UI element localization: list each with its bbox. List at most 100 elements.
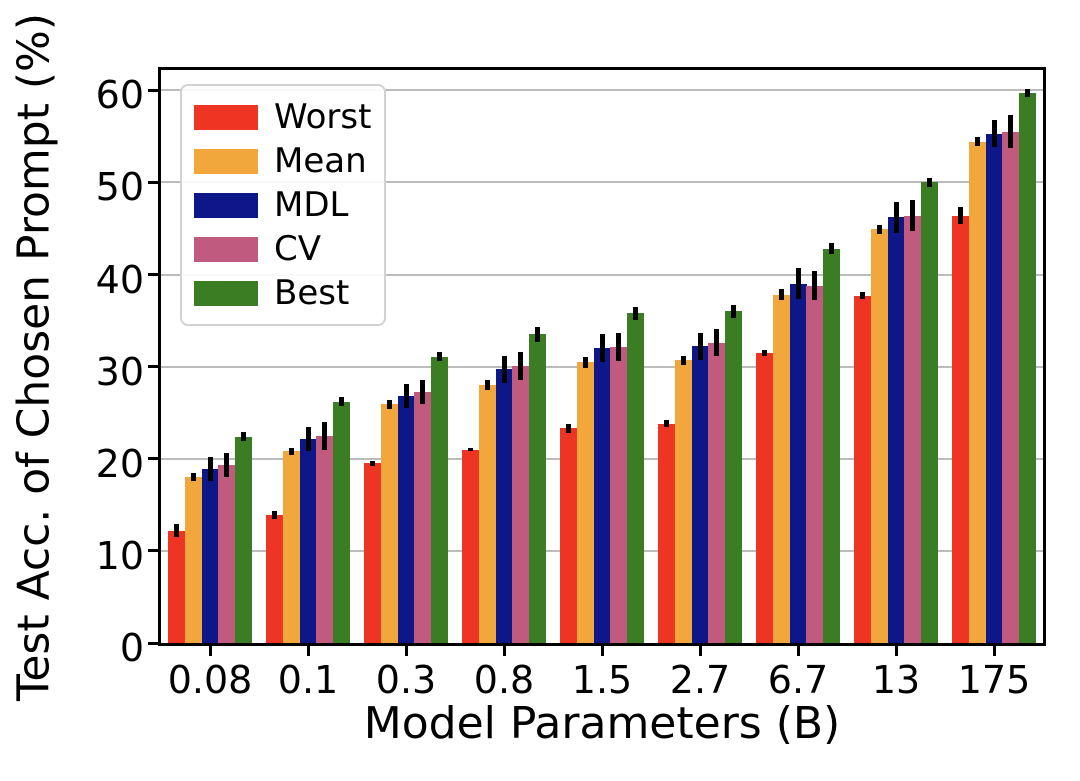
bar-worst-2.7: [658, 423, 676, 643]
error-bar: [338, 397, 344, 407]
legend-item-cv: CV: [194, 232, 384, 266]
error-bar: [370, 460, 376, 467]
x-tick-mark: [992, 646, 996, 656]
x-tick-label: 0.08: [167, 658, 253, 702]
error-bar: [386, 399, 392, 409]
bar-best-0.08: [234, 436, 253, 643]
y-tick-label: 50: [95, 165, 144, 210]
error-bar: [632, 306, 638, 320]
bar-mean-0.08: [185, 477, 203, 643]
x-tick-label: 1.5: [571, 658, 633, 702]
error-bar: [974, 137, 980, 147]
bar-mean-1.5: [577, 362, 595, 643]
error-bar: [991, 119, 997, 148]
x-tick-mark: [796, 646, 800, 656]
y-tick-mark: [148, 273, 158, 276]
bar-worst-6.7: [756, 352, 774, 643]
error-bar: [207, 456, 213, 481]
error-bar: [403, 384, 409, 409]
bar-worst-13: [854, 295, 872, 643]
x-tick-label: 6.7: [767, 658, 829, 702]
y-axis-label: Test Acc. of Chosen Prompt (%): [8, 12, 60, 702]
error-bar: [795, 268, 801, 300]
error-bar: [762, 350, 768, 356]
x-tick-mark: [404, 646, 408, 656]
x-tick-label: 0.3: [375, 658, 437, 702]
x-tick-label: 0.1: [277, 658, 339, 702]
legend-item-best: Best: [194, 276, 384, 310]
bar-best-0.3: [430, 356, 449, 643]
y-tick-mark: [148, 365, 158, 369]
error-bar: [501, 355, 507, 384]
error-bar: [272, 511, 278, 519]
legend-swatch-worst: [194, 104, 258, 130]
bar-worst-0.8: [462, 449, 480, 643]
x-tick-label: 175: [957, 658, 1031, 702]
error-bar: [893, 201, 899, 234]
bar-best-0.8: [528, 334, 547, 643]
error-bar: [599, 334, 605, 363]
x-tick-label: 2.7: [669, 658, 731, 702]
error-bar: [240, 432, 246, 442]
bar-cv-1.5: [610, 347, 628, 643]
y-tick-label: 40: [95, 257, 144, 302]
error-bar: [224, 453, 230, 478]
bar-mean-0.3: [381, 404, 399, 643]
y-tick-label: 20: [95, 441, 144, 486]
bar-mdl-13: [887, 217, 905, 643]
legend-label: Worst: [274, 97, 372, 137]
bar-mean-13: [871, 229, 889, 643]
error-bar: [484, 380, 490, 390]
y-tick-label: 10: [95, 533, 144, 578]
error-bar: [420, 380, 426, 405]
legend-label: CV: [274, 229, 321, 269]
y-tick-label: 0: [119, 626, 144, 670]
gridline-y-60: [161, 89, 1043, 92]
error-bar: [697, 332, 703, 361]
error-bar: [534, 327, 540, 342]
error-bar: [582, 356, 588, 368]
bar-cv-0.3: [414, 392, 432, 643]
bar-cv-2.7: [708, 342, 726, 643]
legend-label: Mean: [274, 141, 367, 181]
x-tick-mark: [306, 646, 310, 656]
y-tick-mark: [148, 641, 158, 645]
x-tick-mark: [698, 646, 702, 656]
bar-mdl-0.1: [299, 439, 317, 643]
bar-worst-1.5: [560, 428, 578, 643]
y-tick-label: 30: [95, 349, 144, 394]
bar-best-13: [920, 182, 939, 643]
error-bar: [664, 420, 670, 428]
error-bar: [910, 199, 916, 232]
legend-swatch-mean: [194, 148, 258, 174]
error-bar: [518, 351, 524, 380]
bar-mdl-6.7: [789, 283, 807, 643]
error-bar: [174, 524, 180, 538]
error-bar: [958, 207, 964, 224]
y-tick-label: 60: [95, 73, 144, 118]
bar-mean-2.7: [675, 360, 693, 643]
bar-worst-0.08: [168, 530, 186, 643]
error-bar: [1024, 89, 1030, 97]
gridline-y-40: [161, 273, 1043, 276]
legend-swatch-cv: [194, 236, 258, 262]
y-tick-mark: [148, 180, 158, 184]
bar-mdl-0.8: [495, 369, 513, 643]
error-bar: [566, 423, 572, 433]
y-tick-mark: [148, 457, 158, 461]
bar-mean-0.1: [283, 451, 301, 643]
error-bar: [876, 224, 882, 234]
bar-worst-175: [952, 215, 970, 643]
error-bar: [436, 351, 442, 362]
bar-mdl-0.08: [201, 468, 219, 643]
bar-mdl-0.3: [397, 396, 415, 643]
error-bar: [468, 447, 474, 452]
error-bar: [288, 447, 294, 456]
error-bar: [305, 427, 311, 452]
bar-cv-0.08: [218, 465, 236, 643]
bar-cv-13: [904, 215, 922, 643]
legend-label: MDL: [274, 185, 349, 225]
legend-label: Best: [274, 273, 350, 313]
bar-cv-0.1: [316, 435, 334, 643]
